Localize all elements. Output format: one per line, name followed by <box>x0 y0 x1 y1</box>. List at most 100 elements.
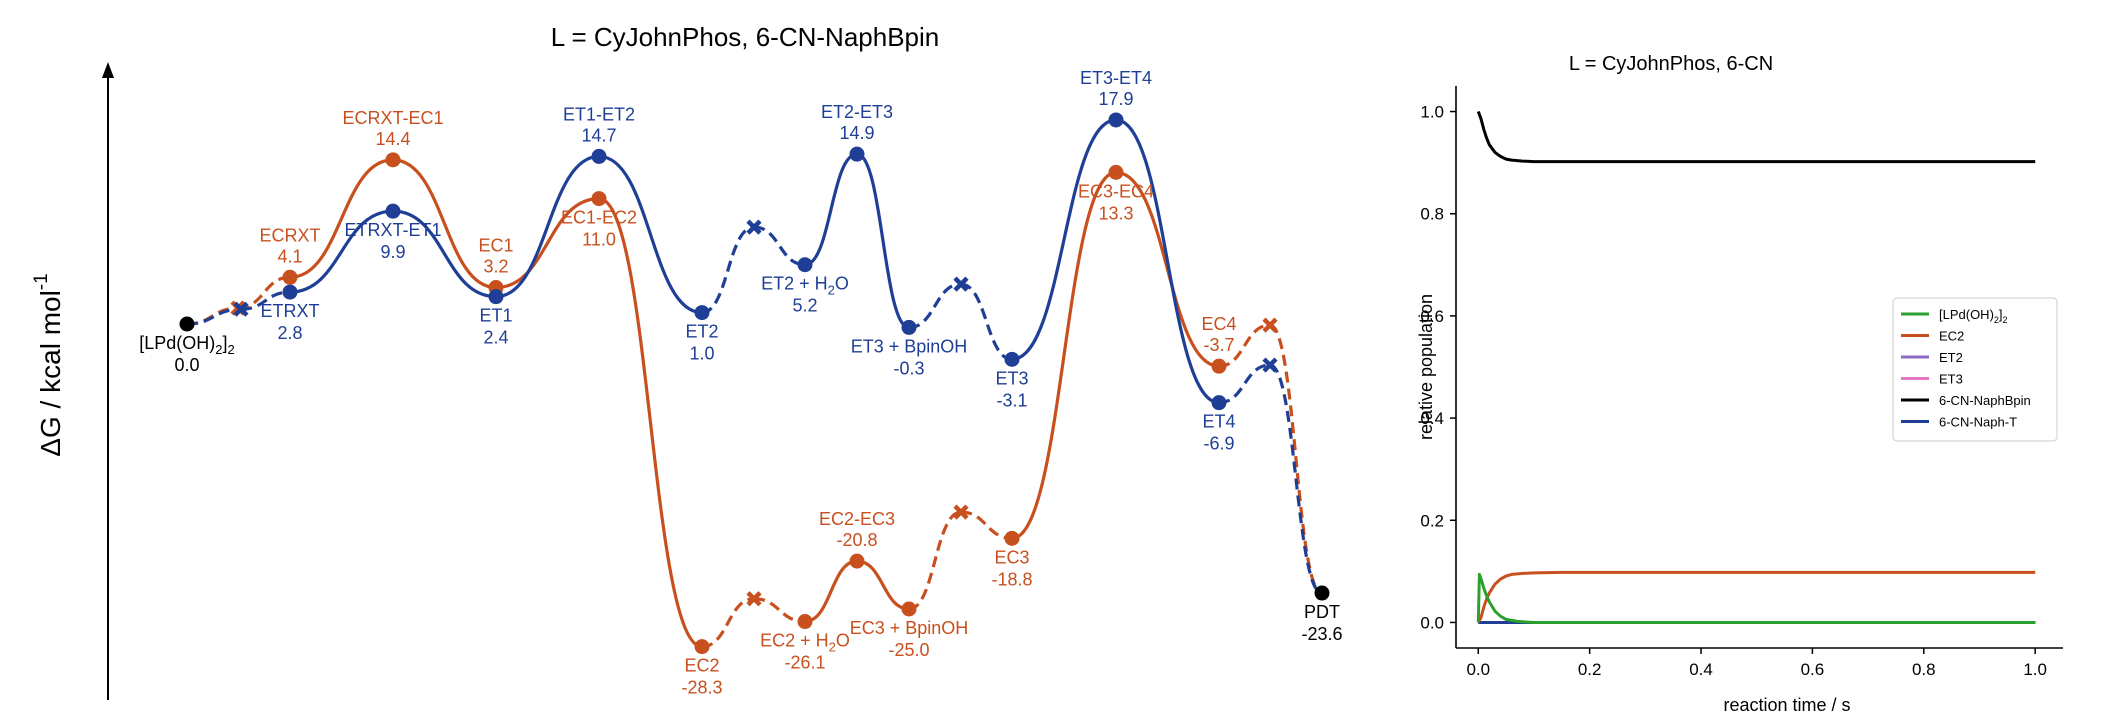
state-value: -23.6 <box>1301 624 1342 644</box>
state-point-ec3 <box>1004 530 1020 546</box>
pathway-ec-segment <box>960 510 1013 540</box>
legend-label: 6-CN-NaphBpin <box>1939 393 2031 408</box>
state-value: 14.4 <box>375 129 410 149</box>
state-name: ETRXT <box>260 301 319 321</box>
y-tick-label: 0.0 <box>1420 613 1444 632</box>
state-name: ECRXT-EC1 <box>342 108 443 128</box>
pathway-et-segment <box>1269 363 1323 595</box>
state-name: ET2-ET3 <box>821 102 893 122</box>
x-tick-label: 1.0 <box>2023 660 2047 679</box>
state-name: ETRXT-ET1 <box>344 220 441 240</box>
state-value: -18.8 <box>991 569 1032 589</box>
pathway-ec-segment <box>289 158 394 279</box>
state-name: EC1 <box>478 236 513 256</box>
pathway-et-segment <box>289 209 394 294</box>
state-point-et4 <box>1211 395 1227 411</box>
state-value: -20.8 <box>836 530 877 550</box>
kinetics-legend: [LPd(OH)2]2 EC2 ET2 ET3 6-CN-NaphBpin 6-CN-Na… <box>1892 297 2058 442</box>
profile-title: L = CyJohnPhos, 6-CN-NaphBpin <box>551 22 940 52</box>
y-tick-label: 1.0 <box>1420 103 1444 122</box>
state-point-et3 <box>1004 351 1020 367</box>
legend-label: [LPd(OH)2]2 <box>1939 307 2008 325</box>
x-tick-label: 0.4 <box>1689 660 1713 679</box>
state-value: -3.7 <box>1203 335 1234 355</box>
state-value: 2.8 <box>277 323 302 343</box>
state-name: EC4 <box>1201 314 1236 334</box>
profile-state-markers <box>179 112 1330 655</box>
state-point-ec3-ec4 <box>1108 164 1124 180</box>
pathway-ec-segment <box>701 597 755 649</box>
pathway-ec-segment <box>392 158 497 290</box>
svg-text:ΔG / kcal mol-1: ΔG / kcal mol-1 <box>31 273 66 456</box>
state-point-ec2-h2o <box>797 614 813 630</box>
energy-profile-panel: L = CyJohnPhos, 6-CN-NaphBpin ΔG / kcal … <box>31 22 1343 700</box>
state-value: 17.9 <box>1098 89 1133 109</box>
legend-box <box>1892 297 2058 442</box>
pathway-ec-segment <box>908 510 962 611</box>
pathway-et-segment <box>1115 118 1220 405</box>
crossing-marker <box>1262 357 1278 373</box>
profile-y-axis <box>102 62 114 700</box>
state-name: [LPd(OH)2]2 <box>139 333 235 357</box>
x-tick-label: 0.2 <box>1578 660 1602 679</box>
y-tick-label: 0.4 <box>1420 409 1444 428</box>
pathway-ec-segment <box>1011 170 1117 540</box>
state-value: -0.3 <box>893 358 924 378</box>
profile-y-label-superscript: -1 <box>31 273 52 290</box>
state-value: -26.1 <box>784 653 825 673</box>
state-point-etrxt-et1 <box>385 203 401 219</box>
pathway-et-segment <box>598 154 703 315</box>
state-name: ET1 <box>479 306 512 326</box>
pathway-ec-segment <box>856 559 910 611</box>
state-value: 11.0 <box>582 230 616 250</box>
state-value: 1.0 <box>689 344 714 364</box>
state-name: EC3-EC4 <box>1078 181 1154 201</box>
pathway-ec-segment <box>804 559 858 624</box>
pathway-et-segment <box>804 152 858 267</box>
state-name: EC3 + BpinOH <box>850 618 969 638</box>
kinetics-series <box>1476 110 2036 624</box>
pathway-ec-segment <box>753 597 806 624</box>
pathway-ec-segment <box>495 197 600 290</box>
state-point-ecrxt-ec1 <box>385 152 401 168</box>
kinetics-x-label: reaction time / s <box>1723 695 1850 715</box>
y-axis-arrowhead-icon <box>102 62 114 78</box>
legend-label: EC2 <box>1939 329 1964 344</box>
kinetics-panel: L = CyJohnPhos, 6-CN 0.0 0.2 0.4 0.6 0.8 1.00… <box>1416 53 2063 715</box>
pathway-ec-segment <box>598 197 703 649</box>
state-point-et1 <box>488 289 504 305</box>
pathway-et-segment <box>392 209 497 299</box>
x-tick-label: 0.6 <box>1801 660 1825 679</box>
state-point-etrxt <box>282 284 298 300</box>
state-name: ET2 <box>685 322 718 342</box>
state-name: EC1-EC2 <box>561 208 637 228</box>
series-line--lpd-oh-2-2 <box>1476 572 2036 624</box>
state-name: EC2 <box>684 656 719 676</box>
state-name: EC2-EC3 <box>819 509 895 529</box>
state-name: ET1-ET2 <box>563 104 635 124</box>
state-name: ET3 + BpinOH <box>851 336 968 356</box>
crossing-marker <box>746 219 762 235</box>
kinetics-ticks: 0.0 0.2 0.4 0.6 0.8 1.0 0.0 0.2 0.4 0.6 0.8 1.0 <box>1420 103 2047 679</box>
pathway-et-segment <box>240 290 291 311</box>
state-name: ET3-ET4 <box>1080 68 1152 88</box>
legend-label: ET3 <box>1939 372 1963 387</box>
state-value: 14.7 <box>581 125 616 145</box>
state-point-ec1-ec2 <box>591 191 607 207</box>
state-value: 9.9 <box>380 242 405 262</box>
state-name: ECRXT <box>259 225 320 245</box>
profile-y-label-text: ΔG / kcal mol <box>35 290 66 457</box>
crossing-marker <box>953 504 969 520</box>
y-tick-label: 0.2 <box>1420 511 1444 530</box>
state-point-et1-et2 <box>591 148 607 164</box>
state-point-ec3-bpinoh <box>901 601 917 617</box>
pathway-et-segment <box>856 152 910 330</box>
x-tick-label: 0.0 <box>1466 660 1490 679</box>
profile-state-labels: [LPd(OH)2]20.0ECRXT4.1ETRXT2.8ECRXT-EC11… <box>139 68 1342 698</box>
crossing-marker <box>746 591 762 607</box>
state-value: 14.9 <box>839 123 874 143</box>
state-value: 3.2 <box>483 257 508 277</box>
pathway-et-segment <box>908 282 962 330</box>
state-value: -6.9 <box>1203 434 1234 454</box>
pathway-ec-segment <box>1269 323 1323 595</box>
